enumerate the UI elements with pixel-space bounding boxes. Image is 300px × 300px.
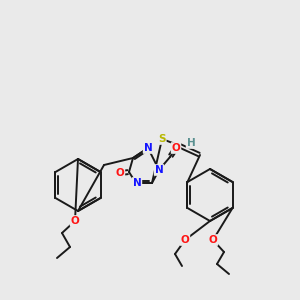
- Text: H: H: [187, 138, 195, 148]
- Text: S: S: [158, 134, 166, 144]
- Text: N: N: [154, 165, 164, 175]
- Text: O: O: [172, 143, 180, 153]
- Text: O: O: [208, 235, 217, 245]
- Text: O: O: [181, 235, 189, 245]
- Text: N: N: [144, 143, 152, 153]
- Text: N: N: [133, 178, 141, 188]
- Text: O: O: [116, 168, 124, 178]
- Text: O: O: [70, 216, 80, 226]
